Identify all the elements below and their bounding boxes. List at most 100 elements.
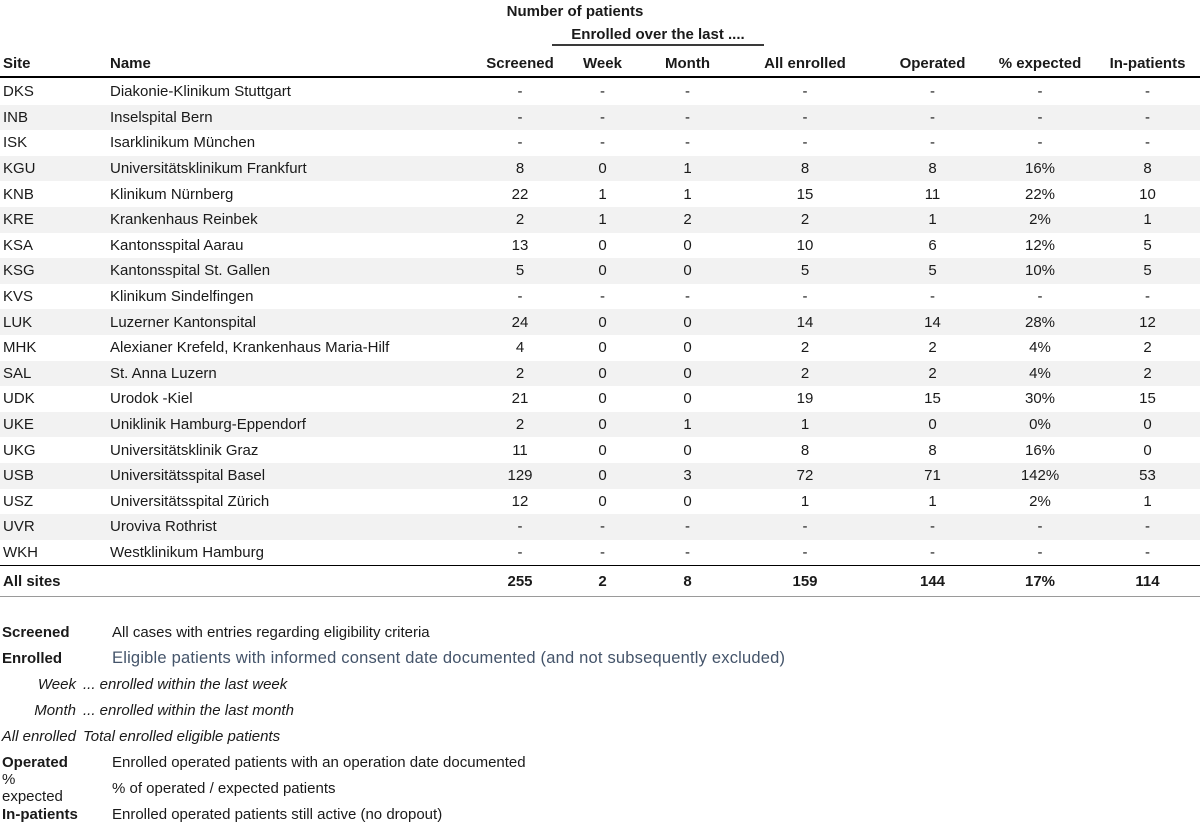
value-cell: - [802,518,808,536]
value-cell: - [685,134,690,152]
value-cell: - [930,134,935,152]
value-cell: - [517,83,523,101]
table-row: USZ Universitätsspital Zürich 12 0 0 1 1 2% 1 [0,489,1200,515]
total-row: All sites 255 2 8 159 144 17% 114 [0,565,1200,597]
legend-definition: ... enrolled within the last week [83,675,288,693]
table-row: DKS Diakonie-Klinikum Stuttgart - - - - - - - [0,79,1200,105]
value-cell: 1 [1143,211,1152,229]
value-cell: 0 [683,339,692,357]
value-cell: 0 [598,364,607,382]
value-cell: 22% [1024,185,1056,203]
value-cell: - [685,288,690,306]
value-cell: 22 [511,185,529,203]
legend-term: Enrolled [2,649,63,667]
value-cell: 1 [800,416,810,434]
legend-term: Week [37,675,76,693]
value-cell: 0 [683,441,692,459]
table-row: UVR Uroviva Rothrist - - - - - - - [0,514,1200,540]
value-cell: 0 [928,416,937,434]
name-cell: Westklinikum Hamburg [110,543,264,561]
legend-row: Month ... enrolled within the last month [0,697,1200,723]
value-cell: 5 [800,262,810,280]
site-cell: USZ [3,492,33,510]
legend-row: All enrolled Total enrolled eligible pati… [0,723,1200,749]
value-cell: 1 [1143,492,1152,510]
legend-term: Operated [2,753,68,771]
name-cell: Klinikum Sindelfingen [110,288,254,306]
value-cell: 2% [1029,211,1051,229]
value-cell: 0 [683,390,692,408]
legend-term: Month [34,701,76,719]
name-cell: Inselspital Bern [110,108,213,126]
value-cell: 1 [683,160,692,178]
value-cell: - [517,134,523,152]
value-cell: - [802,108,808,126]
value-cell: 1 [683,185,692,203]
value-cell: 2 [800,339,810,357]
value-cell: - [1037,108,1043,126]
legend-row: % expected % of operated / expected patie… [0,771,1200,805]
name-cell: Uniklinik Hamburg-Eppendorf [110,416,306,434]
total-operated: 144 [919,572,946,590]
value-cell: 15 [1139,390,1156,408]
legend-definition: % of operated / expected patients [112,779,336,797]
value-cell: 0 [598,390,607,408]
value-cell: 12% [1024,236,1056,254]
value-cell: - [1037,83,1043,101]
name-cell: Diakonie-Klinikum Stuttgart [110,83,291,101]
value-cell: 0 [598,236,607,254]
value-cell: 2 [928,339,937,357]
value-cell: - [685,83,690,101]
value-cell: - [1037,288,1043,306]
column-header-screened: Screened [486,54,554,72]
site-cell: KRE [3,211,34,229]
value-cell: 10% [1024,262,1056,280]
table-row: UKE Uniklinik Hamburg-Eppendorf 2 0 1 1 0 0% 0 [0,411,1200,438]
value-cell: 12 [511,492,529,510]
value-cell: - [802,134,808,152]
legend: Screened All cases with entries regarding… [0,619,1200,826]
value-cell: - [600,108,605,126]
site-cell: UKG [3,441,36,459]
legend-definition: All cases with entries regarding eligibi… [112,623,430,641]
value-cell: 15 [796,185,814,203]
value-cell: 2 [800,364,810,382]
value-cell: 0 [598,492,607,510]
legend-definition: Enrolled operated patients with an opera… [112,753,526,771]
value-cell: 10 [796,236,814,254]
site-cell: KVS [3,288,34,306]
value-cell: 2 [515,416,525,434]
value-cell: - [600,518,605,536]
value-cell: 8 [515,160,525,178]
value-cell: 11 [512,441,528,459]
value-cell: - [685,108,690,126]
site-cell: KGU [3,160,36,178]
value-cell: - [1145,83,1150,101]
name-cell: Klinikum Nürnberg [110,185,234,203]
site-cell: WKH [3,543,38,561]
value-cell: 0 [683,262,692,280]
value-cell: 15 [924,390,941,408]
value-cell: - [600,288,605,306]
value-cell: 0 [683,236,692,254]
value-cell: 0 [683,364,692,382]
site-cell: USB [3,467,34,485]
column-header-all-enrolled: All enrolled [764,54,846,72]
name-cell: Isarklinikum München [110,134,256,152]
site-cell: UKE [3,416,34,434]
value-cell: 72 [796,467,814,485]
name-cell: Urodok -Kiel [110,390,193,408]
value-cell: 28% [1024,313,1056,331]
total-screened: 255 [507,572,533,590]
name-cell: St. Anna Luzern [110,364,217,382]
value-cell: 8 [928,160,937,178]
table-row: ISK Isarklinikum München - - - - - - - [0,130,1200,156]
legend-definition: ... enrolled within the last month [83,701,294,719]
value-cell: 5 [1143,262,1152,280]
value-cell: - [930,543,935,561]
site-cell: DKS [3,83,34,101]
value-cell: 0 [598,262,607,280]
value-cell: 0 [598,467,607,485]
value-cell: - [517,543,523,561]
